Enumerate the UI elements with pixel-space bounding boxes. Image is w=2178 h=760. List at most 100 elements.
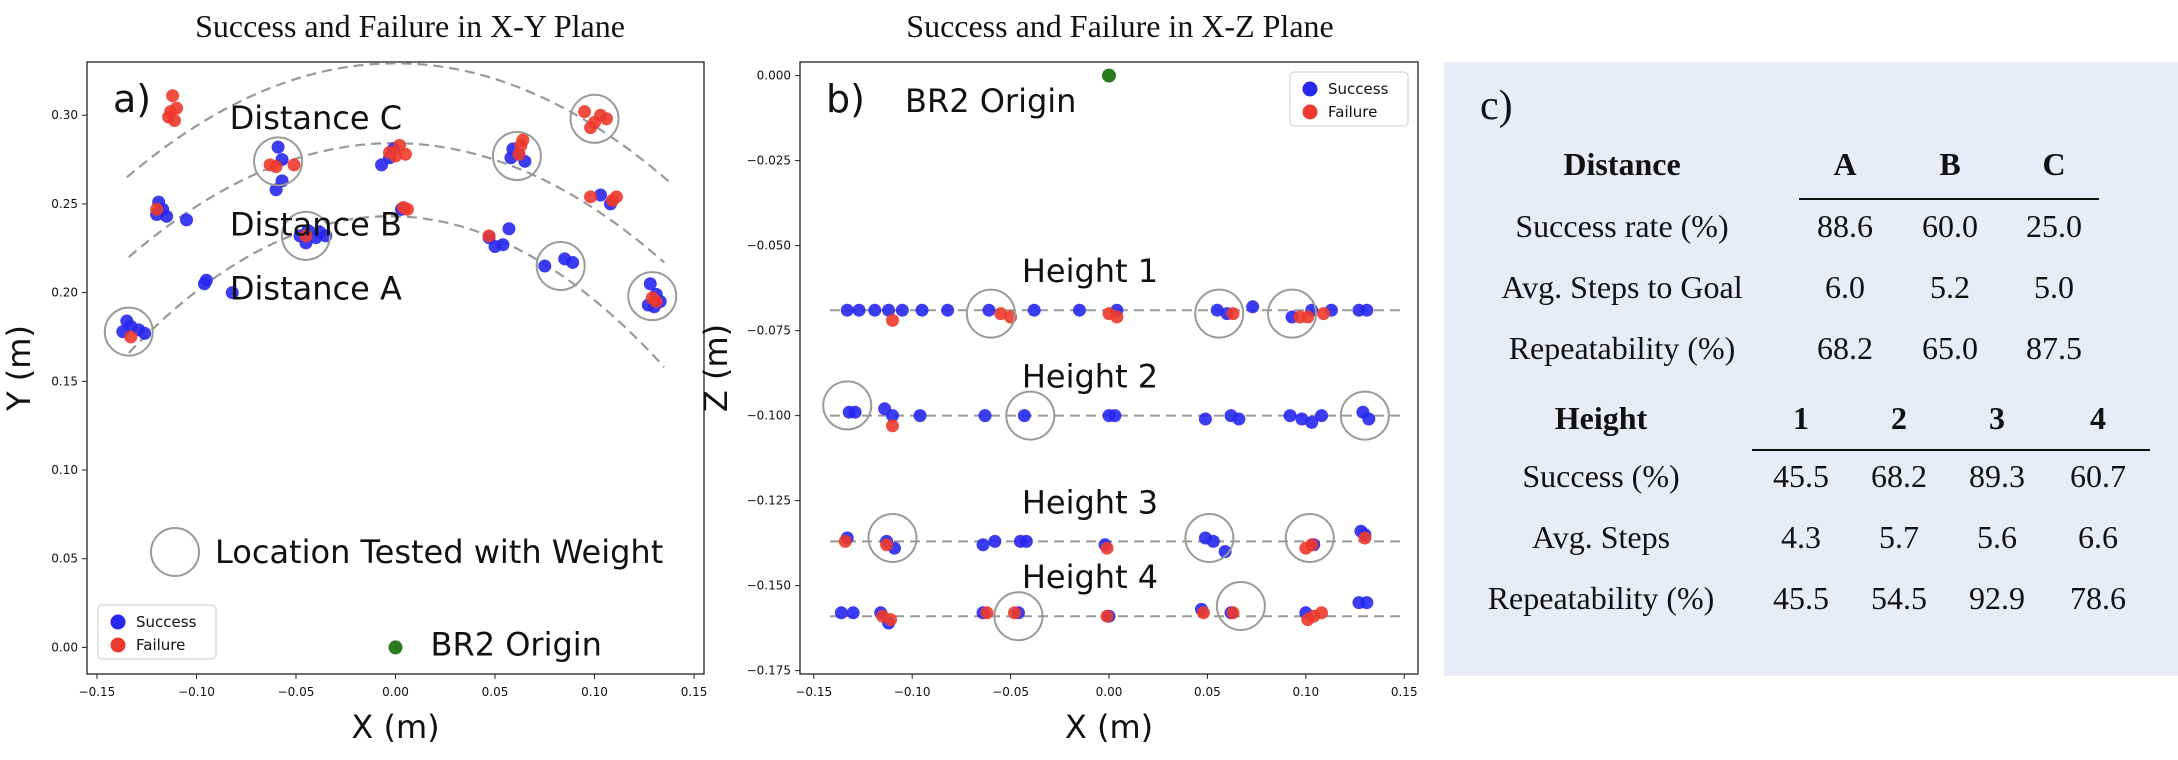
y-tick-label: −0.025 — [747, 154, 791, 168]
y-tick-label: 0.15 — [51, 374, 78, 388]
distance-cell: 5.2 — [1930, 269, 1970, 305]
success-point — [1360, 303, 1374, 317]
success-point — [643, 277, 657, 291]
weight-test-ring — [965, 288, 1016, 339]
success-point — [271, 140, 285, 154]
failure-point — [389, 149, 402, 163]
success-point — [895, 303, 909, 317]
failure-point — [1226, 606, 1240, 620]
success-point — [834, 606, 848, 620]
success-point — [941, 303, 955, 317]
x-tick-label: 0.15 — [681, 685, 708, 699]
height-label: Height 3 — [1022, 483, 1158, 521]
failure-point — [886, 419, 900, 433]
success-point — [1305, 415, 1319, 429]
success-point — [848, 405, 862, 419]
y-tick-label: −0.100 — [747, 409, 791, 423]
success-point — [982, 303, 996, 317]
success-point — [913, 409, 927, 423]
legend-failure-label: Failure — [136, 636, 185, 654]
legend-success-marker — [1302, 81, 1318, 97]
success-point — [1198, 412, 1212, 426]
success-point — [1019, 534, 1033, 548]
height-cell: 89.3 — [1969, 458, 2025, 494]
table-rule — [1752, 449, 2150, 451]
failure-point — [994, 307, 1008, 321]
failure-point — [599, 112, 613, 126]
y-tick-label: −0.125 — [747, 494, 791, 508]
success-point — [1027, 303, 1041, 317]
legend-success-label: Success — [1328, 80, 1389, 98]
x-tick-label: 0.05 — [1194, 685, 1221, 699]
distance-row-label: Success rate (%) — [1515, 208, 1729, 244]
success-point — [868, 303, 882, 317]
failure-point — [584, 121, 598, 135]
x-tick-label: 0.00 — [382, 685, 409, 699]
y-tick-label: 0.25 — [51, 197, 78, 211]
failure-point — [1226, 307, 1240, 321]
height-cell: 45.5 — [1773, 458, 1829, 494]
panel-a-title: Success and Failure in X-Y Plane — [195, 8, 625, 44]
success-point — [882, 303, 896, 317]
distance-label: Distance A — [230, 270, 402, 308]
success-point — [840, 303, 854, 317]
height-label: Height 2 — [1022, 358, 1158, 396]
failure-point — [1315, 606, 1329, 620]
failure-point — [609, 190, 623, 204]
success-point — [502, 222, 516, 236]
height-cell: 68.2 — [1871, 458, 1927, 494]
legend-failure-marker — [110, 637, 126, 653]
height-header: Height — [1554, 400, 1648, 436]
y-tick-label: 0.000 — [757, 69, 791, 83]
weight-test-ring — [535, 241, 586, 291]
distance-cell: 88.6 — [1817, 208, 1873, 244]
failure-point — [980, 606, 994, 620]
weight-test-ring — [822, 380, 873, 431]
distance-column-header: A — [1833, 146, 1857, 182]
failure-point — [516, 133, 530, 147]
weight-test-ring — [1184, 513, 1235, 563]
failure-point — [886, 313, 900, 327]
distance-cell: 87.5 — [2026, 330, 2082, 366]
x-tick-label: −0.10 — [178, 685, 215, 699]
y-tick-label: 0.05 — [51, 552, 78, 566]
success-point — [915, 303, 929, 317]
failure-point — [1301, 310, 1315, 324]
legend-success-marker — [110, 614, 126, 630]
failure-point — [269, 160, 283, 174]
panel-tag: a) — [113, 77, 151, 121]
failure-point — [150, 202, 164, 216]
height-cell: 45.5 — [1773, 580, 1829, 616]
weight-test-ring — [1267, 288, 1318, 339]
success-point — [1218, 545, 1232, 559]
origin-label: BR2 Origin — [431, 625, 602, 663]
failure-point — [1196, 606, 1210, 620]
success-point — [225, 286, 239, 300]
weight-test-ring — [280, 210, 331, 261]
success-point — [976, 538, 990, 552]
failure-point — [1110, 310, 1124, 324]
distance-cell: 25.0 — [2026, 208, 2082, 244]
success-point — [1283, 409, 1297, 423]
success-point — [160, 209, 174, 223]
legend-box — [1289, 71, 1409, 127]
xz-scatter-plot: −0.15 −0.10 −0.05 0.00 0.05 0.10 0.15 0.000 −0.0… — [697, 61, 1419, 746]
weight-legend-ring — [150, 527, 200, 577]
success-point — [1360, 596, 1374, 610]
success-point — [988, 534, 1002, 548]
x-tick-label: 0.10 — [581, 685, 608, 699]
success-point — [1246, 300, 1260, 314]
failure-point — [170, 101, 184, 115]
weight-test-ring — [491, 131, 542, 182]
x-tick-label: 0.15 — [1391, 685, 1418, 699]
panel-b-title: Success and Failure in X-Z Plane — [906, 8, 1334, 44]
success-point — [886, 409, 900, 423]
x-tick-label: 0.10 — [1292, 685, 1319, 699]
height-cell: 4.3 — [1781, 519, 1821, 555]
success-point — [594, 188, 608, 202]
distance-cell: 65.0 — [1922, 330, 1978, 366]
success-point — [199, 273, 213, 287]
height-row-label: Success (%) — [1522, 458, 1680, 494]
failure-point — [649, 294, 663, 308]
failure-point — [398, 147, 412, 161]
